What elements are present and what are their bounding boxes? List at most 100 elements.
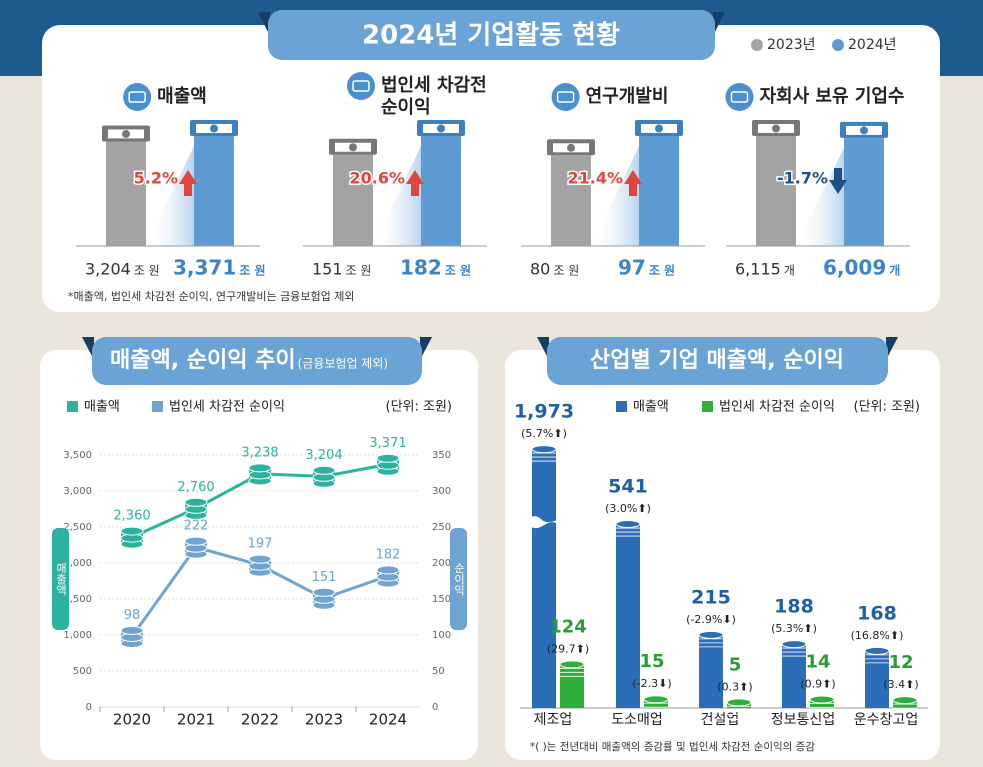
coin bbox=[312, 465, 336, 475]
change-label: (0.9⬆) bbox=[800, 678, 835, 691]
data-label: 3,238 bbox=[241, 445, 278, 460]
bar bbox=[106, 141, 146, 246]
tab-flap bbox=[258, 12, 270, 36]
data-label: 98 bbox=[124, 608, 141, 623]
legend-swatch bbox=[67, 401, 78, 412]
x-tick-label: 2023 bbox=[305, 711, 343, 729]
data-label: 1,973 bbox=[514, 401, 574, 423]
bar-cap-coin bbox=[567, 143, 575, 152]
x-tick-label: 2022 bbox=[241, 711, 279, 729]
coin bbox=[184, 536, 208, 546]
title-tab bbox=[92, 337, 422, 385]
y-tick-label: 2,500 bbox=[63, 522, 92, 533]
legend-swatch bbox=[152, 401, 163, 412]
item-icon-bill bbox=[730, 91, 749, 103]
coin bbox=[312, 587, 336, 597]
unit: 개 bbox=[784, 264, 795, 278]
bar bbox=[421, 136, 461, 246]
item-icon bbox=[551, 83, 580, 111]
change-label: (-2.9%⬇) bbox=[686, 613, 736, 626]
data-label: 5 bbox=[729, 654, 742, 675]
value-2024: 6,009 bbox=[823, 256, 886, 280]
x-tick-label: 정보통신업 bbox=[771, 712, 835, 728]
item-icon bbox=[123, 83, 152, 111]
unit-label: (단위: 조원) bbox=[854, 400, 921, 415]
data-label: 2,360 bbox=[113, 509, 150, 524]
legend-swatch bbox=[832, 39, 844, 51]
legend-swatch bbox=[616, 401, 627, 412]
legend-label: 법인세 차감전 순이익 bbox=[169, 400, 285, 415]
change-label: 21.4% bbox=[567, 169, 623, 188]
coin bbox=[120, 526, 144, 536]
item-icon-bill bbox=[352, 80, 370, 92]
y2-tick-label: 250 bbox=[432, 522, 451, 533]
unit: 조 원 bbox=[553, 264, 579, 278]
item-label: 자회사 보유 기업수 bbox=[759, 86, 904, 107]
y2-axis-pill bbox=[450, 528, 467, 630]
legend-label: 2023년 bbox=[767, 37, 816, 53]
change-label: (3.4⬆) bbox=[883, 678, 918, 691]
data-label: 222 bbox=[184, 519, 209, 534]
x-tick-label: 건설업 bbox=[701, 712, 740, 728]
tab-flap bbox=[420, 337, 432, 360]
axis-break bbox=[529, 516, 559, 529]
bar bbox=[639, 136, 679, 246]
change-gradient bbox=[591, 146, 639, 246]
bar bbox=[194, 136, 234, 246]
unit: 조 원 bbox=[649, 264, 675, 278]
unit: 개 bbox=[889, 264, 900, 278]
unit: 조 원 bbox=[346, 264, 372, 278]
coin-top bbox=[781, 640, 807, 649]
y-tick-label: 1,000 bbox=[63, 630, 92, 641]
bar bbox=[616, 524, 640, 708]
bar-cap-coin bbox=[772, 124, 780, 133]
y2-tick-label: 350 bbox=[432, 450, 451, 461]
change-arrow bbox=[179, 170, 197, 196]
change-label: (5.3%⬆) bbox=[771, 622, 817, 635]
coin-top bbox=[726, 698, 752, 707]
tab-flap bbox=[82, 337, 94, 360]
item-label: 매출액 bbox=[157, 86, 207, 107]
tab-flap bbox=[886, 337, 898, 360]
unit: 조 원 bbox=[134, 264, 160, 278]
tab-flap bbox=[537, 337, 549, 360]
x-tick-label: 2020 bbox=[113, 711, 151, 729]
y-tick-label: 3,500 bbox=[63, 450, 92, 461]
bar bbox=[865, 650, 889, 708]
x-tick-label: 2021 bbox=[177, 711, 215, 729]
coin bbox=[376, 565, 400, 575]
change-label: (-2.3⬇) bbox=[632, 677, 671, 690]
legend-label: 법인세 차감전 순이익 bbox=[719, 400, 835, 415]
bar-cap-coin bbox=[122, 129, 130, 138]
coin bbox=[120, 625, 144, 635]
item-icon bbox=[347, 72, 375, 100]
y-tick-label: 1,500 bbox=[63, 594, 92, 605]
data-label: 3,371 bbox=[369, 436, 406, 451]
title-tab bbox=[268, 10, 715, 60]
summary-card bbox=[42, 25, 940, 312]
data-label: 14 bbox=[805, 652, 830, 673]
item-icon bbox=[725, 83, 754, 111]
bar bbox=[532, 449, 556, 708]
x-tick-label: 제조업 bbox=[534, 712, 573, 728]
y-tick-label: 500 bbox=[73, 666, 92, 677]
bar-cap-coin bbox=[437, 124, 445, 133]
legend-swatch bbox=[702, 401, 713, 412]
item-label: 연구개발비 bbox=[586, 86, 669, 107]
title-tab bbox=[547, 337, 888, 385]
bar-cap-coin bbox=[349, 143, 357, 152]
data-label: 541 bbox=[608, 476, 648, 498]
change-arrow bbox=[624, 170, 642, 196]
chart-note: *( )는 전년대비 매출액의 증감률 및 법인세 차감전 순이익의 증감 bbox=[530, 741, 815, 753]
bar bbox=[756, 136, 796, 246]
change-label: (0.3⬆) bbox=[717, 680, 752, 693]
data-label: 124 bbox=[549, 616, 587, 637]
coin bbox=[248, 554, 272, 564]
unit: 조 원 bbox=[239, 264, 265, 278]
legend-label: 매출액 bbox=[633, 400, 669, 415]
change-label: (5.7%⬆) bbox=[521, 427, 567, 440]
y-tick-label: 3,000 bbox=[63, 486, 92, 497]
x-tick-label: 도소매업 bbox=[611, 712, 663, 728]
y-tick-label: 0 bbox=[86, 702, 92, 713]
value-2024: 97 bbox=[618, 256, 646, 280]
